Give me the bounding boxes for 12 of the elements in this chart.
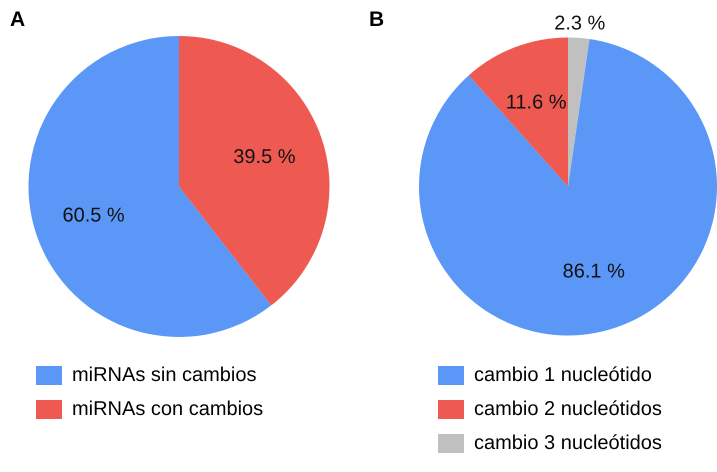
data-label: 60.5 % [62, 204, 125, 226]
data-label: 2.3 % [554, 12, 606, 34]
data-label: 86.1 % [562, 260, 626, 283]
legend-label: miRNAs sin cambios [72, 364, 256, 386]
legend-label: cambio 3 nucleótidos [474, 432, 662, 454]
chart-title: B [369, 8, 384, 32]
legend-label: miRNAs con cambios [72, 398, 264, 420]
legend-label: cambio 1 nucleótido [474, 364, 652, 386]
legend-label: cambio 2 nucleótidos [474, 398, 662, 420]
data-label: 39.5 % [233, 146, 296, 168]
chart-title: A [10, 8, 26, 32]
data-label: 11.6 % [506, 91, 567, 114]
